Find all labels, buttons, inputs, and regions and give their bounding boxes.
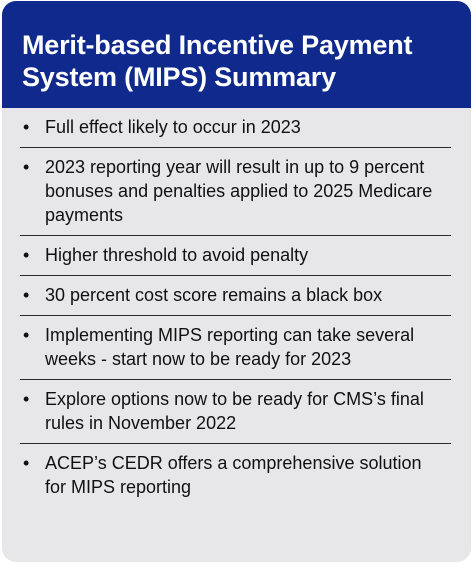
list-item-text: ACEP’s CEDR offers a comprehensive solut… (45, 453, 422, 497)
bullet-icon: • (23, 285, 30, 305)
bullet-icon: • (23, 389, 30, 409)
list-item: • 2023 reporting year will result in up t… (20, 148, 451, 236)
card-title-line-2: System (MIPS) Summary (22, 62, 336, 92)
list-item-text: Higher threshold to avoid penalty (45, 245, 309, 265)
list-item-text: 30 percent cost score remains a black bo… (45, 285, 383, 305)
list-item-text: Explore options now to be ready for CMS’… (45, 389, 424, 433)
bullet-icon: • (23, 453, 30, 473)
bullet-icon: • (23, 245, 30, 265)
list-item: • Explore options now to be ready for CMS… (20, 380, 451, 444)
list-item: • Implementing MIPS reporting can take se… (20, 316, 451, 380)
list-item: • Higher threshold to avoid penalty (20, 236, 451, 276)
bullet-icon: • (23, 157, 30, 177)
list-item-text: Full effect likely to occur in 2023 (45, 117, 301, 137)
card-title: Merit-based Incentive Payment System (MIP… (22, 29, 459, 93)
list-item: • Full effect likely to occur in 2023 (20, 108, 451, 148)
bullet-icon: • (23, 117, 30, 137)
list-item-text: Implementing MIPS reporting can take sev… (45, 325, 415, 369)
list-item: • ACEP’s CEDR offers a comprehensive solu… (20, 444, 451, 507)
bullet-icon: • (23, 325, 30, 345)
card-title-line-1: Merit-based Incentive Payment (22, 30, 413, 60)
card-header: Merit-based Incentive Payment System (MIP… (2, 1, 471, 108)
list-item: • 30 percent cost score remains a black b… (20, 276, 451, 316)
list-item-text: 2023 reporting year will result in up to… (45, 157, 433, 225)
summary-list: • Full effect likely to occur in 2023 • 20… (2, 108, 471, 507)
